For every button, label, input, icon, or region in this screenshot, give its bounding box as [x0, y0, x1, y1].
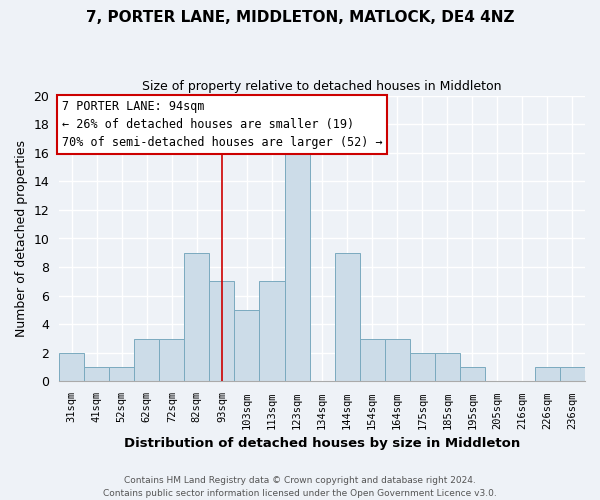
Bar — [385, 338, 410, 382]
Bar — [209, 282, 235, 382]
Bar — [184, 253, 209, 382]
Text: 7, PORTER LANE, MIDDLETON, MATLOCK, DE4 4NZ: 7, PORTER LANE, MIDDLETON, MATLOCK, DE4 … — [86, 10, 514, 25]
Bar — [84, 367, 109, 382]
Y-axis label: Number of detached properties: Number of detached properties — [15, 140, 28, 337]
Bar — [460, 367, 485, 382]
Text: Contains public sector information licensed under the Open Government Licence v3: Contains public sector information licen… — [103, 488, 497, 498]
Bar — [235, 310, 259, 382]
Bar — [59, 353, 84, 382]
Bar — [160, 338, 184, 382]
Bar — [410, 353, 435, 382]
X-axis label: Distribution of detached houses by size in Middleton: Distribution of detached houses by size … — [124, 437, 520, 450]
Bar — [284, 152, 310, 382]
Bar — [535, 367, 560, 382]
Title: Size of property relative to detached houses in Middleton: Size of property relative to detached ho… — [142, 80, 502, 93]
Bar — [134, 338, 160, 382]
Text: Contains HM Land Registry data © Crown copyright and database right 2024.: Contains HM Land Registry data © Crown c… — [124, 476, 476, 485]
Bar — [259, 282, 284, 382]
Text: 7 PORTER LANE: 94sqm
← 26% of detached houses are smaller (19)
70% of semi-detac: 7 PORTER LANE: 94sqm ← 26% of detached h… — [62, 100, 382, 149]
Bar — [335, 253, 359, 382]
Bar — [359, 338, 385, 382]
Bar — [560, 367, 585, 382]
Bar — [435, 353, 460, 382]
Bar — [109, 367, 134, 382]
